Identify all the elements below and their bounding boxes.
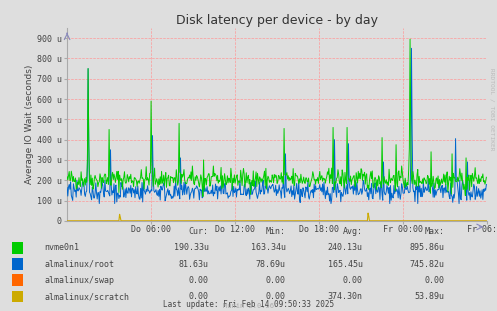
Text: 0.00: 0.00 — [343, 276, 363, 285]
Text: 0.00: 0.00 — [266, 292, 286, 301]
Text: 165.45u: 165.45u — [328, 260, 363, 269]
Text: nvme0n1: nvme0n1 — [45, 244, 80, 252]
Text: RRDTOOL / TOBI OETIKER: RRDTOOL / TOBI OETIKER — [490, 67, 495, 150]
Text: 53.89u: 53.89u — [415, 292, 445, 301]
Text: 240.13u: 240.13u — [328, 244, 363, 252]
Text: 374.30n: 374.30n — [328, 292, 363, 301]
Text: almalinux/scratch: almalinux/scratch — [45, 292, 130, 301]
Text: 81.63u: 81.63u — [179, 260, 209, 269]
Bar — [12, 258, 23, 270]
Text: 78.69u: 78.69u — [256, 260, 286, 269]
Text: 0.00: 0.00 — [189, 276, 209, 285]
Text: 0.00: 0.00 — [266, 276, 286, 285]
Text: 163.34u: 163.34u — [251, 244, 286, 252]
Title: Disk latency per device - by day: Disk latency per device - by day — [176, 14, 378, 27]
Y-axis label: Average IO Wait (seconds): Average IO Wait (seconds) — [25, 65, 34, 184]
Text: Min:: Min: — [266, 227, 286, 236]
Text: almalinux/root: almalinux/root — [45, 260, 115, 269]
Text: 895.86u: 895.86u — [410, 244, 445, 252]
Text: 0.00: 0.00 — [425, 276, 445, 285]
Text: almalinux/swap: almalinux/swap — [45, 276, 115, 285]
Bar — [12, 291, 23, 302]
Text: Avg:: Avg: — [343, 227, 363, 236]
Text: 190.33u: 190.33u — [174, 244, 209, 252]
Text: 745.82u: 745.82u — [410, 260, 445, 269]
Text: Last update: Fri Feb 14 09:50:33 2025: Last update: Fri Feb 14 09:50:33 2025 — [163, 300, 334, 309]
Text: Munin 2.0.56: Munin 2.0.56 — [223, 304, 274, 309]
Bar — [12, 275, 23, 286]
Text: 0.00: 0.00 — [189, 292, 209, 301]
Text: Cur:: Cur: — [189, 227, 209, 236]
Bar — [12, 242, 23, 254]
Text: Max:: Max: — [425, 227, 445, 236]
